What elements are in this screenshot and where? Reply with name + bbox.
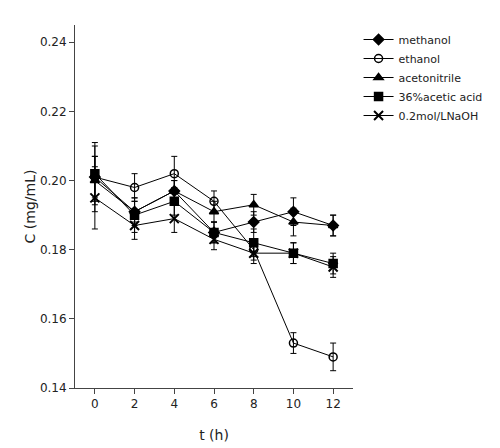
svg-text:0.24: 0.24 <box>40 35 67 49</box>
svg-text:t (h): t (h) <box>199 427 229 443</box>
svg-text:ethanol: ethanol <box>399 53 441 66</box>
svg-text:0: 0 <box>91 397 99 411</box>
svg-text:12: 12 <box>325 397 340 411</box>
svg-text:10: 10 <box>286 397 301 411</box>
svg-text:methanol: methanol <box>399 34 451 47</box>
svg-text:0.16: 0.16 <box>40 312 67 326</box>
svg-text:0.20: 0.20 <box>40 174 67 188</box>
svg-text:6: 6 <box>210 397 218 411</box>
svg-text:0.22: 0.22 <box>40 105 67 119</box>
svg-text:8: 8 <box>250 397 258 411</box>
svg-text:36%acetic acid: 36%acetic acid <box>399 91 483 104</box>
svg-text:0.18: 0.18 <box>40 243 67 257</box>
svg-text:4: 4 <box>170 397 178 411</box>
svg-text:0.14: 0.14 <box>40 381 67 395</box>
svg-text:2: 2 <box>131 397 139 411</box>
svg-text:acetonitrile: acetonitrile <box>399 72 462 85</box>
svg-text:C (mg/mL): C (mg/mL) <box>22 170 38 244</box>
svg-text:0.2mol/LNaOH: 0.2mol/LNaOH <box>399 110 479 123</box>
